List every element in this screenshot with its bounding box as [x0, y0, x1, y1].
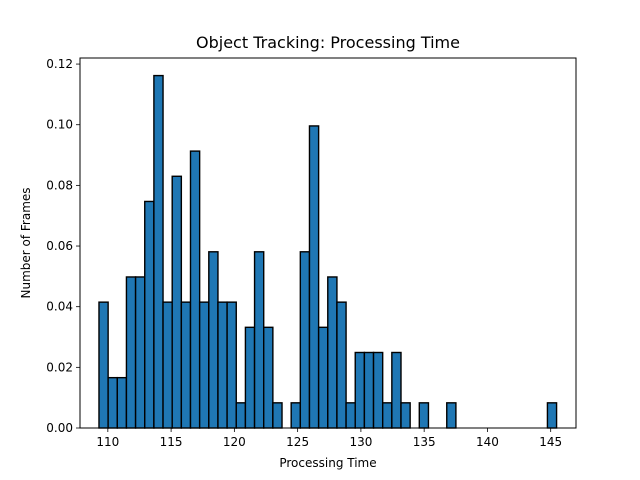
bars-group [98, 74, 558, 429]
histogram-bar [336, 301, 347, 429]
histogram-bar [446, 402, 457, 429]
histogram-bar [244, 326, 256, 429]
histogram-bar [98, 301, 109, 429]
y-tick-label: 0.04 [46, 300, 73, 314]
x-tick-label: 115 [160, 435, 183, 449]
histogram-bar [327, 276, 338, 429]
histogram-bar [308, 125, 320, 429]
histogram-bar [317, 326, 329, 429]
plot-frame [79, 57, 577, 429]
y-tick-label: 0.08 [46, 178, 73, 192]
histogram-bar [208, 251, 219, 429]
y-axis-label: Number of Frames [19, 187, 33, 298]
histogram-bar [226, 301, 237, 429]
histogram-bar [125, 276, 137, 429]
y-tick-label: 0.00 [46, 421, 73, 435]
y-tick-label: 0.10 [46, 118, 73, 132]
y-tick-label: 0.12 [46, 57, 73, 71]
histogram-bar [381, 402, 393, 429]
histogram-bar [363, 351, 375, 429]
chart-title: Object Tracking: Processing Time [196, 33, 460, 52]
x-tick-label: 140 [476, 435, 499, 449]
histogram-bar [153, 74, 164, 429]
x-tick-label: 125 [286, 435, 309, 449]
y-axis-ticks: 0.00 0.02 0.04 0.06 0.08 0.10 0.12 [46, 57, 80, 435]
x-tick-label: 120 [223, 435, 246, 449]
histogram-bar [263, 326, 274, 429]
histogram-bar [354, 351, 366, 429]
y-tick-label: 0.02 [46, 360, 73, 374]
histogram-bar [162, 301, 173, 429]
histogram-bar [299, 251, 311, 429]
histogram-bar [189, 150, 201, 429]
histogram-bar [400, 402, 411, 429]
histogram-bar [272, 402, 283, 429]
histogram-bar [418, 402, 430, 429]
histogram-bar [180, 301, 192, 429]
histogram-bar [171, 175, 183, 429]
x-axis-ticks: 110 115 120 125 130 135 140 145 [96, 428, 562, 449]
histogram-bar [345, 402, 356, 429]
y-tick-label: 0.06 [46, 239, 73, 253]
histogram-bar [253, 251, 265, 429]
histogram-bar [107, 376, 118, 429]
histogram-bar [144, 200, 155, 429]
histogram-bar [116, 376, 128, 429]
x-tick-label: 135 [413, 435, 436, 449]
x-tick-label: 110 [96, 435, 119, 449]
x-tick-label: 145 [539, 435, 562, 449]
histogram-bar [134, 276, 146, 429]
histogram-bar [546, 402, 558, 429]
x-axis-label: Processing Time [279, 456, 376, 470]
histogram-bar [235, 402, 247, 429]
x-tick-label: 130 [349, 435, 372, 449]
histogram-bar [372, 351, 384, 429]
histogram-bar [290, 402, 302, 429]
histogram-bar [217, 301, 228, 429]
histogram-bar [391, 351, 402, 429]
histogram-bar [198, 301, 210, 429]
